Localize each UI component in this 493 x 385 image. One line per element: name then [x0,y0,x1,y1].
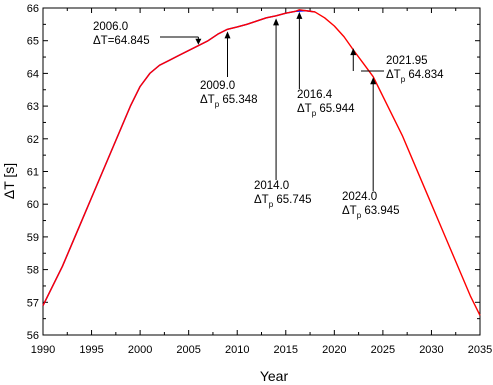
annotation-number: 63.945 [361,205,399,217]
annotation-number: 65.348 [219,94,257,106]
x-tick-label: 2010 [225,344,249,356]
y-tick-label: 62 [27,134,39,146]
annotation-year: 2006.0 [93,21,128,33]
annotation-value: ΔTp 65.348 [200,94,258,109]
annotation-symbol: ΔT [297,103,312,115]
x-tick-label: 2015 [274,344,298,356]
annotation-value: ΔTp 65.944 [297,103,355,118]
annotation-symbol: ΔT [254,194,269,206]
x-tick-label: 1990 [31,344,55,356]
annotation-subscript: p [269,200,274,209]
annotation-value: ΔT=64.845 [93,35,150,47]
annotation-year: 2024.0 [342,191,377,203]
y-axis-ticks: 56 57 58 59 60 61 62 63 64 65 66 [27,3,480,342]
annotation-symbol: ΔT [386,69,401,81]
annotation-a2016: 2016.4 ΔTp 65.944 [296,11,355,118]
annotation-number: 64.834 [405,69,444,81]
annotation-arrowhead [370,77,377,85]
annotation-number: 65.745 [273,194,311,206]
series-line-2 [42,9,481,316]
annotation-arrowhead [296,11,303,19]
annotation-year: 2021.95 [386,55,428,67]
annotation-year: 2009.0 [200,80,235,92]
annotation-value: ΔTp 63.945 [342,205,400,220]
x-tick-label: 2000 [128,344,152,356]
y-tick-label: 60 [27,199,39,211]
y-tick-label: 66 [27,3,39,15]
y-tick-label: 58 [27,265,39,277]
y-axis-title: ΔT [s] [1,163,17,199]
x-tick-label: 2025 [371,344,395,356]
annotation-a2021: 2021.95 ΔTp 64.834 [350,48,444,84]
annotation-a2009: 2009.0 ΔTp 65.348 [200,31,258,109]
y-tick-label: 59 [27,232,39,244]
annotation-value: ΔTp 65.745 [254,194,312,209]
y-tick-label: 63 [27,101,39,113]
annotation-symbol: ΔT [200,94,215,106]
annotation-value: ΔTp 64.834 [386,69,444,84]
annotation-subscript: p [312,109,317,118]
x-tick-label: 2005 [176,344,200,356]
annotation-arrowhead [273,18,280,26]
x-tick-label: 2035 [468,344,492,356]
annotation-arrowhead [195,38,202,45]
y-tick-label: 56 [27,330,39,342]
x-tick-label: 1995 [79,344,103,356]
y-tick-label: 57 [27,297,39,309]
y-tick-label: 64 [27,68,39,80]
x-tick-label: 2030 [419,344,443,356]
annotation-year: 2014.0 [254,180,289,192]
annotation-number: 65.944 [316,103,355,115]
annotation-a2006: 2006.0 ΔT=64.845 [93,21,202,47]
series-layer [42,9,481,316]
x-axis-title: Year [260,368,289,384]
y-tick-label: 65 [27,36,39,48]
annotation-year: 2016.4 [297,89,333,101]
annotation-a2024: 2024.0 ΔTp 63.945 [342,77,400,220]
annotation-arrowhead [224,31,231,39]
annotation-subscript: p [215,100,220,109]
y-tick-label: 61 [27,167,39,179]
x-tick-label: 2020 [322,344,346,356]
annotation-arrowhead [350,48,357,56]
annotation-subscript: p [401,75,406,84]
annotation-subscript: p [357,211,362,220]
annotation-symbol: ΔT [342,205,357,217]
x-axis-ticks: 1990 1995 2000 2005 2010 2015 2020 2025 2030 2035 [31,8,492,356]
